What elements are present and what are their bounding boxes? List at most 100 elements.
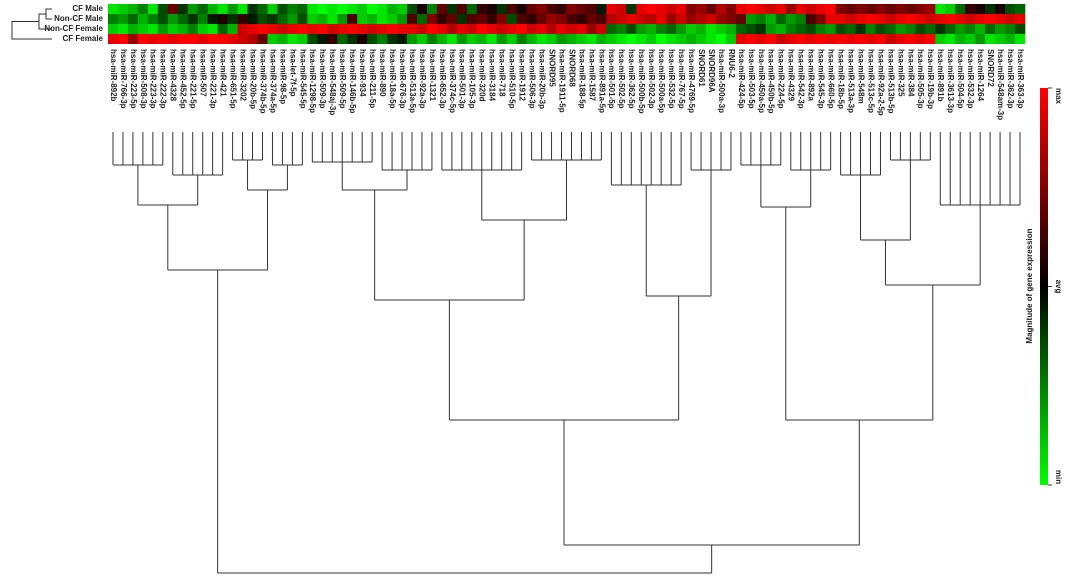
heatmap-cell [157,4,169,14]
heatmap-cell [755,14,767,24]
heatmap-cell [217,34,228,44]
heatmap-cell [1005,14,1016,24]
heatmap-cell [875,4,886,14]
column-label: hsa-miR-1587 [587,49,596,102]
column-label: hsa-miR-3613-3p [946,49,955,113]
heatmap-cell [556,4,567,14]
heatmap-cell [845,14,856,24]
heatmap-cell [297,34,308,44]
heatmap-cell [656,4,667,14]
heatmap-cell [865,34,876,44]
heatmap-cell [157,24,169,34]
column-label: hsa-miR-374b-5p [258,49,267,114]
column-label: hsa-miR-223-5p [129,49,138,109]
heatmap-cell [377,24,388,34]
heatmap-cell [496,24,507,34]
heatmap-cell [267,14,278,24]
heatmap-cell [506,14,517,24]
heatmap-cell [347,24,358,34]
heatmap-cell [596,14,607,24]
heatmap-cell [576,24,587,34]
heatmap-cell [546,24,557,34]
heatmap-cell [735,14,747,24]
heatmap-cell [696,14,707,24]
column-label: hsa-miR-221-3p [209,49,218,109]
heatmap-cell [456,24,468,34]
heatmap-cell [247,34,258,44]
heatmap-cell [785,14,797,24]
heatmap-cell [835,14,846,24]
heatmap-cell [955,4,966,14]
column-label: hsa-miR-1911-5p [557,49,566,113]
heatmap-cell [526,24,537,34]
heatmap-cell [735,24,747,34]
column-label: hsa-miR-384 [906,49,915,97]
heatmap-cell [416,24,428,34]
column-label: hsa-miR-325 [896,49,905,97]
heatmap-cell [716,14,727,24]
heatmap-cell [317,34,328,44]
heatmap-cell [357,24,368,34]
heatmap-cell [925,34,936,44]
heatmap-cell [466,14,478,24]
heatmap-cell [666,34,677,44]
heatmap-cell [327,24,338,34]
heatmap-cell [576,14,587,24]
heatmap-cell [985,34,996,44]
heatmap-cell [287,24,298,34]
heatmap-cell [606,14,617,24]
column-label: hsa-miR-532-5p [667,49,676,109]
heatmap-cell [576,34,587,44]
heatmap-cell [815,4,826,14]
heatmap-cell [735,4,747,14]
heatmap-cell [407,34,418,44]
column-label: hsa-miR-891a-5p [597,49,606,113]
colorbar-title: Magnitude of gene expression [1025,228,1034,343]
heatmap-cell [656,34,667,44]
heatmap-cell [227,4,238,14]
heatmap-cell [566,14,577,24]
heatmap-cell [656,24,667,34]
heatmap-cell [676,4,687,14]
column-label: hsa-miR-513b-5p [886,49,895,114]
heatmap-cell [626,14,637,24]
heatmap-cell [307,34,318,44]
heatmap-cell [815,24,826,34]
row-label: Non-CF Male [54,14,103,23]
column-label: hsa-miR-424-5p [737,49,746,109]
heatmap-cell [426,4,438,14]
heatmap-cell [815,34,826,44]
column-label: hsa-miR-501-3p [458,49,467,109]
heatmap-cell [696,34,707,44]
heatmap-cell [377,14,388,24]
column-label: hsa-miR-548aj-3p [328,49,337,115]
column-label: hsa-miR-503-5p [747,49,756,109]
heatmap-cell [865,4,876,14]
heatmap-cell [337,34,348,44]
heatmap-cell [815,14,826,24]
heatmap-cell [287,14,298,24]
heatmap-cell [965,24,976,34]
heatmap-cell [745,34,757,44]
heatmap-cell [337,14,348,24]
column-label: hsa-miR-892a [807,49,816,102]
heatmap-cell [885,34,896,44]
heatmap-cell [486,14,498,24]
heatmap-cell [636,34,647,44]
heatmap-cell [925,24,936,34]
column-label: hsa-miR-500b-5p [637,49,646,114]
heatmap-cell [167,24,179,34]
heatmap-cell [626,24,637,34]
heatmap-cell [825,34,836,44]
column-label: hsa-miR-513a-3p [846,49,855,113]
heatmap-cell [566,34,577,44]
heatmap-cell [377,34,388,44]
heatmap-cell [626,4,637,14]
heatmap-cell [416,4,428,14]
heatmap-cell [955,24,966,34]
heatmap-cell [167,4,179,14]
heatmap-cell [387,34,398,44]
heatmap-cell [476,24,488,34]
heatmap-cell [576,4,587,14]
heatmap-cell [716,24,727,34]
